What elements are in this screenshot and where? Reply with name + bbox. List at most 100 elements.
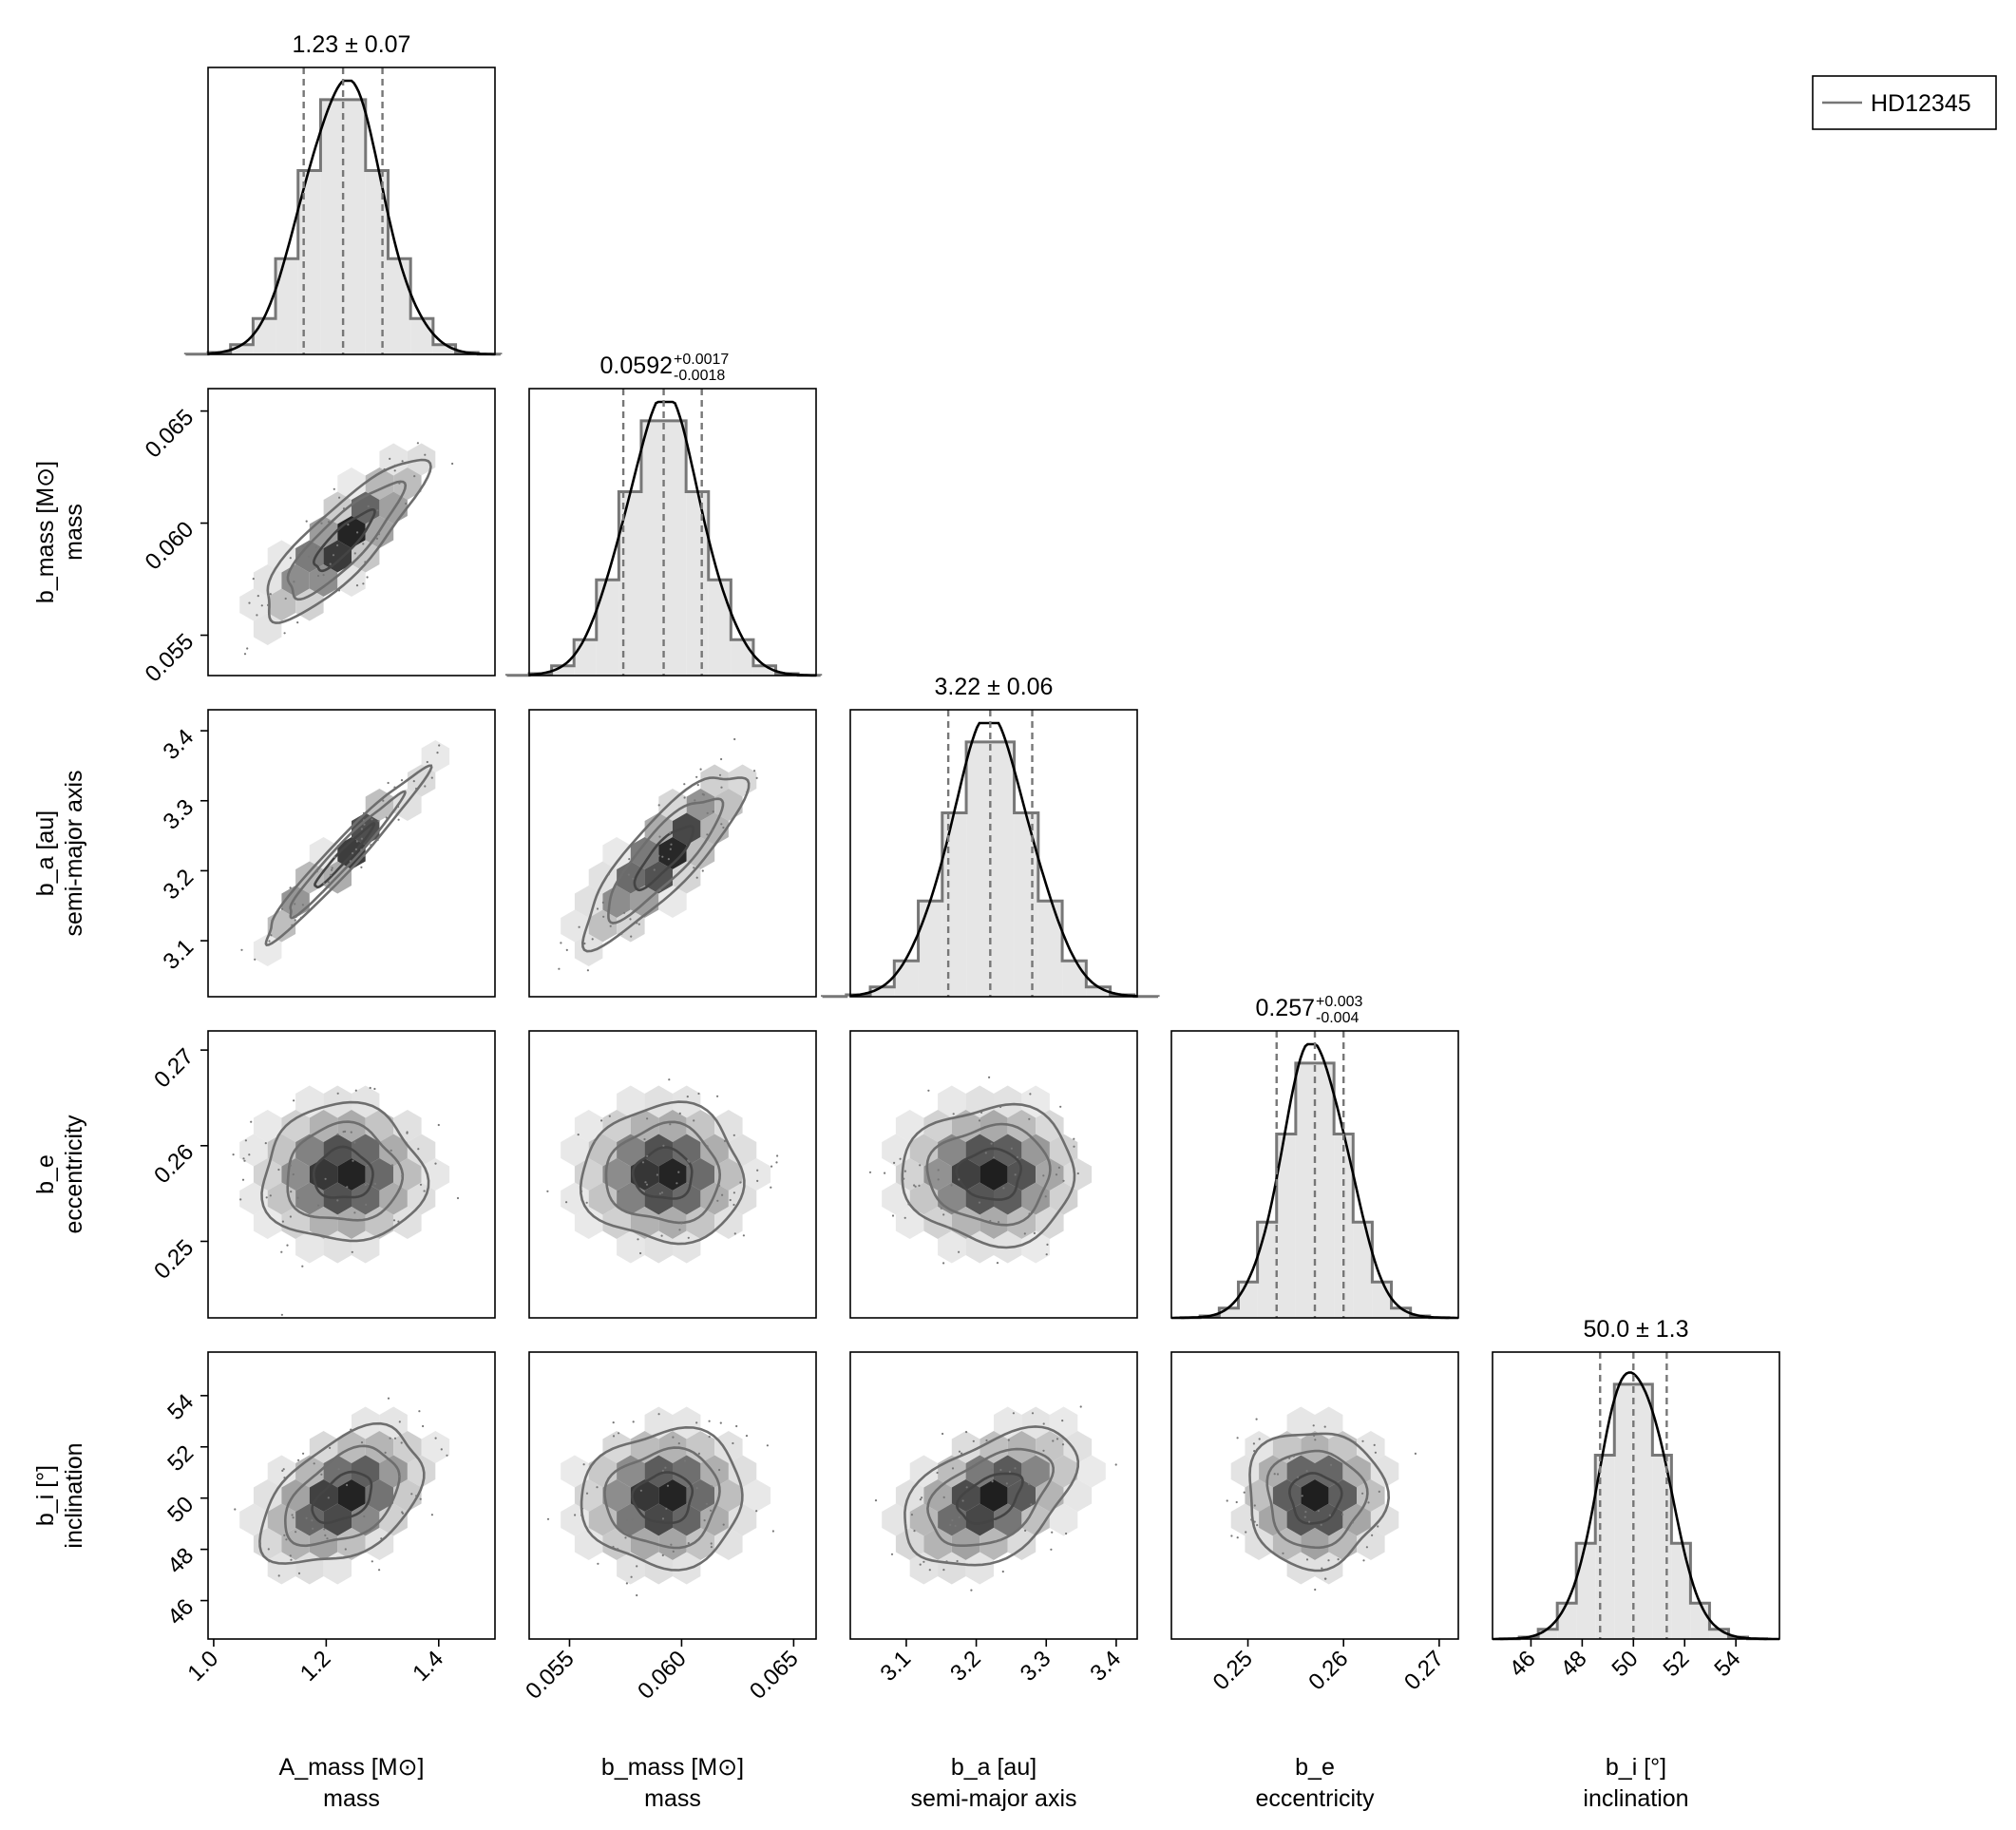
sample-dot — [281, 1220, 284, 1223]
sample-dot — [625, 1582, 629, 1585]
sample-dot — [1288, 1457, 1291, 1459]
sample-dot — [351, 1250, 353, 1253]
sample-dot — [695, 1487, 698, 1490]
density-hex — [309, 564, 338, 597]
sample-dot — [667, 858, 671, 861]
x-axis-b_i: 46 48 50 52 54 b_i [°] inclination — [1505, 1639, 1745, 1812]
sample-dot — [1314, 1439, 1317, 1441]
sample-dot — [719, 1421, 722, 1424]
sample-dot — [928, 1569, 931, 1572]
x-axis-A_mass: 1.0 1.2 1.4 A_mass [M⊙] mass — [182, 1639, 448, 1812]
panel-frame — [207, 1351, 496, 1640]
density-hex — [574, 1207, 603, 1239]
sample-dot — [703, 1519, 706, 1522]
sample-dot — [422, 1424, 425, 1428]
sample-dot — [958, 1178, 960, 1181]
sample-dot — [586, 969, 590, 972]
sample-dot — [296, 621, 299, 624]
sample-dot — [398, 482, 401, 485]
density-hex — [1286, 1455, 1315, 1488]
y-axis-b_i: 46 48 50 52 54 b_i [°] inclination — [32, 1389, 208, 1630]
scatter-panel-b_a-vs-A_mass — [207, 709, 496, 998]
density-hex — [602, 1479, 631, 1512]
sample-dot — [1303, 1515, 1306, 1518]
sample-dot — [406, 1132, 409, 1134]
sample-dot — [1253, 1504, 1256, 1507]
sample-dot — [990, 1468, 993, 1471]
hist-step — [1498, 1382, 1769, 1641]
sample-dot — [717, 1184, 721, 1187]
sample-dot — [720, 757, 723, 761]
sample-dot — [446, 1454, 448, 1457]
density-hex — [630, 1528, 659, 1560]
sample-dot — [656, 1173, 659, 1176]
density-hex — [1036, 1110, 1064, 1142]
density-hex — [337, 1207, 366, 1239]
scatter-panel-b_i-vs-b_a — [849, 1351, 1138, 1640]
sample-dot — [574, 1514, 577, 1516]
panel-frame — [528, 1030, 817, 1319]
scatter-panel-b_i-vs-A_mass — [207, 1351, 496, 1640]
x-tick-label: 50 — [1607, 1646, 1644, 1682]
density-hex — [686, 1431, 715, 1463]
panel-frame — [849, 1030, 1138, 1319]
density-hex — [1357, 1431, 1385, 1463]
sample-dot — [419, 1497, 422, 1500]
x-axis-label: A_mass [M⊙] — [279, 1754, 425, 1781]
sample-dot — [942, 1262, 945, 1265]
density-hex — [979, 1431, 1008, 1463]
density-hex — [407, 1134, 436, 1167]
sample-dot — [732, 1203, 735, 1207]
density-hex — [658, 1528, 687, 1560]
y-tick-label: 3.3 — [159, 794, 200, 835]
contour-line — [266, 458, 432, 624]
sample-dot — [322, 882, 325, 885]
density-hex — [1245, 1528, 1273, 1560]
sample-dot — [629, 918, 632, 921]
sample-dot — [1014, 1173, 1017, 1176]
density-hex — [965, 1182, 994, 1215]
hist-bar — [574, 639, 597, 676]
sample-dot — [301, 904, 304, 906]
sample-dot — [942, 1569, 945, 1572]
density-hex — [253, 1207, 282, 1239]
density-hex — [617, 1455, 645, 1488]
sample-dot — [1052, 1439, 1055, 1442]
hist-panel-b_e: 0.257 +0.003-0.004 — [1170, 994, 1459, 1320]
panel-frame — [528, 1351, 817, 1640]
sample-dot — [1042, 1174, 1045, 1177]
panel-grid: 1.23 ± 0.07 0.0592 +0.0017-0.0018 3.22 ± 0.… — [32, 31, 1780, 1812]
y-axis-b_a: 3.1 3.2 3.3 3.4 b_a [au] semi-major axis — [32, 724, 208, 975]
sample-dot — [639, 1489, 643, 1492]
sample-dot — [1320, 1523, 1322, 1526]
hist-panel-b_i: 50.0 ± 1.3 — [1492, 1316, 1780, 1641]
sample-dot — [1377, 1525, 1379, 1528]
panel-frame — [849, 1351, 1138, 1640]
scatter-panel-b_e-vs-b_a — [849, 1030, 1138, 1319]
sample-dot — [718, 773, 722, 776]
density-hex — [630, 837, 659, 869]
sample-dot — [393, 469, 396, 472]
sample-dot — [364, 1183, 367, 1187]
density-hex — [393, 1207, 422, 1239]
contour-line — [258, 1421, 426, 1565]
sample-dot — [626, 1518, 629, 1521]
sample-dot — [755, 776, 758, 780]
sample-dot — [720, 823, 723, 826]
sample-dot — [658, 835, 661, 838]
sample-dot — [958, 1515, 960, 1518]
sample-dot — [580, 1507, 584, 1510]
density-hex — [644, 1230, 673, 1264]
contour-line — [925, 1122, 1052, 1227]
sample-dot — [927, 1089, 930, 1092]
sample-dot — [316, 574, 320, 578]
sample-dot — [678, 1229, 681, 1231]
sample-dot — [320, 1473, 323, 1476]
x-tick-label: 3.2 — [945, 1646, 986, 1687]
sample-dot — [352, 1159, 354, 1162]
density-hex — [239, 1503, 268, 1536]
sample-dot — [936, 1471, 939, 1475]
contour-line — [631, 1146, 694, 1200]
sample-dot — [1007, 1439, 1010, 1441]
density-hex — [714, 1431, 743, 1463]
